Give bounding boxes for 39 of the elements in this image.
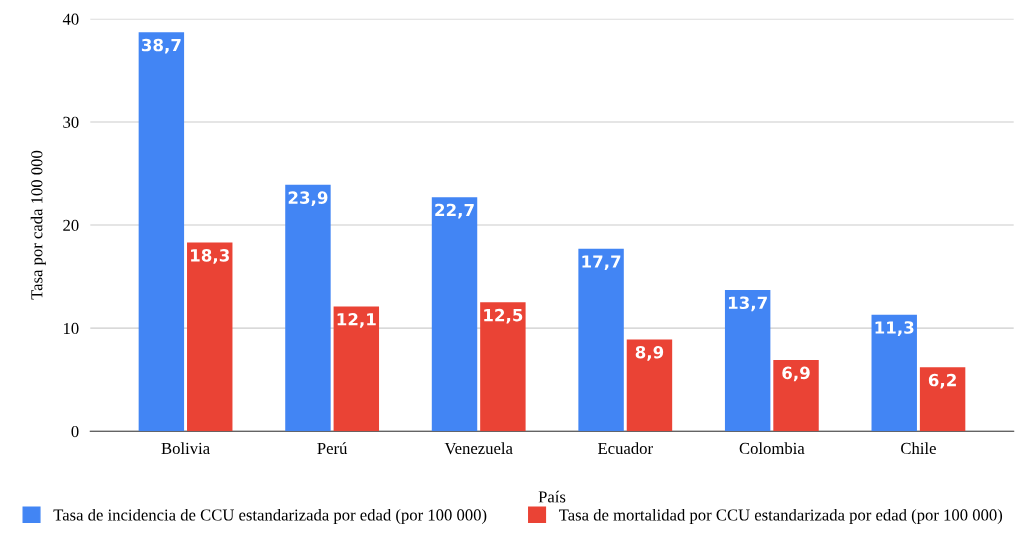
bar [919,367,966,432]
y-axis-title: Tasa por cada 100 000 [30,150,46,300]
data-label: 12,1 [337,312,376,328]
bar [333,306,380,432]
x-tick-label: Bolivia [161,442,210,455]
data-label: 17,7 [582,255,621,270]
bar [480,302,526,432]
x-tick-label: Colombia [739,442,805,455]
bar [626,339,673,432]
data-label: 38,7 [141,38,181,54]
bar [871,314,917,432]
y-tick-label: 10 [63,322,79,335]
y-tick-label: 40 [62,13,79,25]
y-tick-label: 30 [63,116,79,128]
bar [773,360,819,432]
data-label: 6,2 [928,373,956,389]
data-label: 22,7 [435,203,474,219]
x-tick-label: Chile [901,442,936,455]
data-label: 8,9 [635,345,664,361]
x-axis-title: País [538,490,566,503]
legend-label: Tasa de incidencia de CCU estandarizada por edad (por 100 000) [53,508,487,524]
x-tick-label: Venezuela [444,442,513,455]
data-label: 6,9 [782,366,810,382]
data-label: 23,9 [288,191,328,207]
data-label: 12,5 [484,308,523,324]
data-label: 18,3 [191,249,229,264]
bar [578,248,624,432]
bar [431,197,478,432]
data-label: 13,7 [728,296,767,312]
data-label: 11,3 [875,321,914,336]
x-tick-label: Perú [317,442,348,455]
x-tick-label: Ecuador [597,442,653,455]
bar [724,289,771,432]
legend-label: Tasa de mortalidad por CCU estandarizada por edad (por 100 000) [559,508,1003,524]
bar [138,32,185,432]
bar [187,242,233,432]
bar [285,184,331,432]
y-tick-label: 0 [71,425,79,438]
y-tick-label: 20 [63,219,79,231]
